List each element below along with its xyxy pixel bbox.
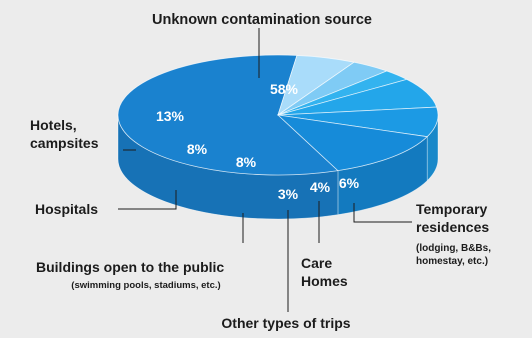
- category-sublabel-text: (swimming pools, stadiums, etc.): [71, 280, 220, 291]
- category-label-other-types-of-trips: Other types of trips: [221, 315, 350, 331]
- value-label-hospitals: 8%: [187, 141, 208, 157]
- value-label-unknown-contamination-source: 58%: [270, 81, 299, 97]
- value-label-temporary-residences: 6%: [339, 175, 360, 191]
- value-label-care-homes: 4%: [310, 179, 331, 195]
- category-label-unknown-contamination-source: Unknown contamination source: [152, 12, 372, 28]
- leader-line-temporary-residences: [353, 203, 412, 223]
- pie-slice-hotels-campsites: [276, 114, 429, 172]
- pie-slices: [117, 54, 439, 176]
- category-label-text: campsites: [30, 135, 99, 151]
- category-label-text: Other types of trips: [221, 315, 350, 331]
- category-label-text: Hospitals: [35, 201, 98, 217]
- category-label-text: residences: [416, 219, 489, 235]
- value-label-buildings-open-to-the-public: 8%: [236, 154, 257, 170]
- category-sublabel-text: homestay, etc.): [416, 256, 488, 267]
- leader-line-hospitals: [118, 190, 177, 210]
- category-label-text: Care: [301, 255, 332, 271]
- category-label-hospitals: Hospitals: [35, 201, 98, 217]
- category-label-text: Buildings open to the public: [36, 259, 224, 275]
- value-label-other-types-of-trips: 3%: [278, 186, 299, 202]
- value-label-hotels-campsites: 13%: [156, 108, 185, 124]
- category-label-text: Hotels,: [30, 117, 77, 133]
- category-label-text: Unknown contamination source: [152, 12, 372, 28]
- category-labels: Unknown contamination source Temporary res…: [30, 12, 491, 331]
- category-label-text: Homes: [301, 273, 348, 289]
- category-label-care-homes: Care Homes: [301, 255, 348, 289]
- value-labels: 58% 6% 4% 3% 8% 8% 13%: [156, 81, 360, 202]
- leader-lines: [118, 28, 412, 312]
- category-label-hotels-campsites: Hotels, campsites: [30, 117, 99, 151]
- category-sublabel-text: (lodging, B&Bs,: [416, 243, 491, 254]
- category-label-text: Temporary: [416, 201, 488, 217]
- category-label-buildings-open-to-the-public: Buildings open to the public (swimming po…: [36, 259, 224, 291]
- category-label-temporary-residences: Temporary residences (lodging, B&Bs, homest…: [416, 201, 491, 267]
- pie-slice-unknown-contamination-source: [117, 54, 339, 176]
